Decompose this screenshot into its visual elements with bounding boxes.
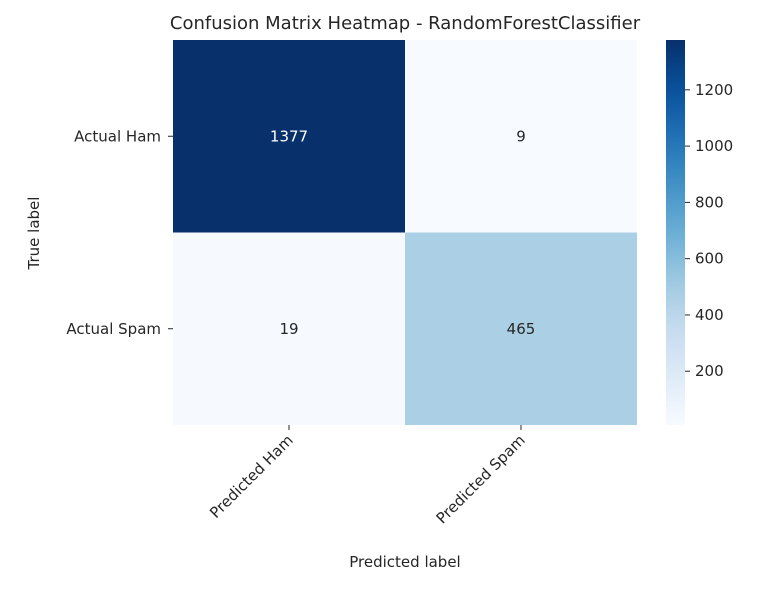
colorbar-tick-label: 400 — [695, 306, 724, 324]
y-tick-labels: Actual Ham Actual Spam — [66, 127, 173, 338]
x-tick-labels: Predicted Ham Predicted Spam — [206, 425, 529, 527]
colorbar-tick-label: 800 — [695, 193, 724, 211]
cell-value-label: 19 — [279, 320, 298, 338]
chart-title: Confusion Matrix Heatmap - RandomForestC… — [170, 13, 641, 34]
x-tick-label: Predicted Ham — [206, 431, 297, 522]
colorbar-tick-label: 200 — [695, 362, 724, 380]
colorbar-tick-label: 1000 — [695, 137, 733, 155]
heatmap-cell — [405, 40, 637, 233]
y-axis-label: True label — [25, 197, 43, 271]
colorbar — [666, 40, 685, 425]
x-tick-label: Predicted Spam — [433, 431, 529, 527]
heatmap-cell — [405, 232, 637, 425]
colorbar-tick-label: 600 — [695, 250, 724, 268]
colorbar-tick-label: 1200 — [695, 81, 733, 99]
heatmap-cells: 1377 9 19 465 — [173, 40, 637, 425]
colorbar-ticks: 200 400 600 800 1000 1200 — [685, 81, 733, 380]
x-axis-label: Predicted label — [349, 553, 460, 571]
y-tick-label: Actual Spam — [66, 320, 161, 338]
cell-value-label: 9 — [516, 127, 526, 145]
heatmap-cell — [173, 232, 405, 425]
y-tick-label: Actual Ham — [74, 127, 161, 145]
cell-value-label: 1377 — [270, 127, 308, 145]
cell-value-label: 465 — [507, 320, 536, 338]
heatmap-cell — [173, 40, 405, 233]
